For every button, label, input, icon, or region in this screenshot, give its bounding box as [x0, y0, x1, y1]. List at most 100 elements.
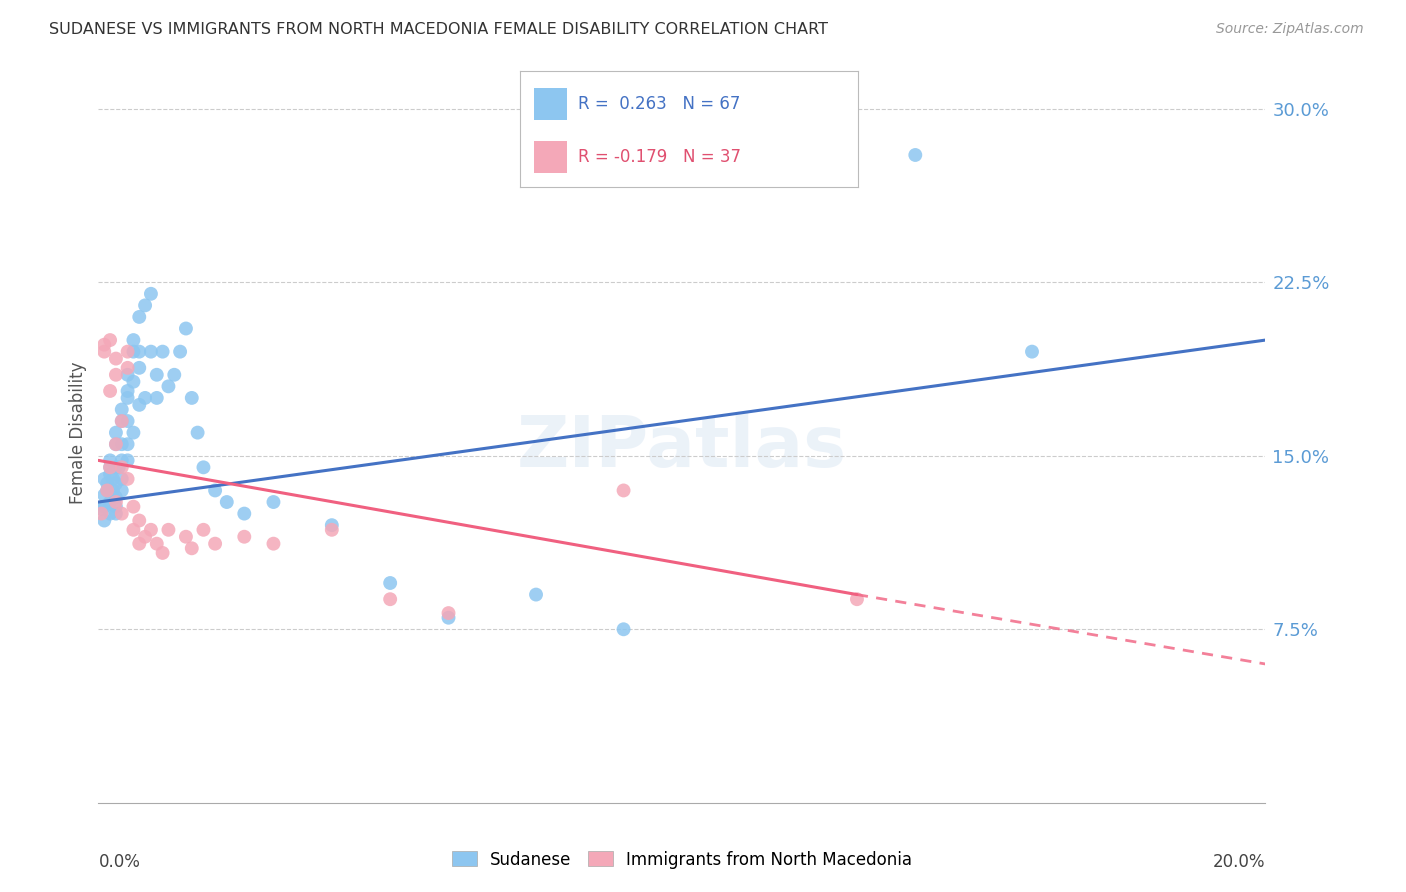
Point [111, 472, 134, 486]
Point [96, 476, 118, 491]
Point [122, 500, 145, 514]
Point [204, 483, 226, 498]
Point [104, 495, 127, 509]
Text: R =  0.263   N = 67: R = 0.263 N = 67 [578, 95, 740, 112]
Point [98, 507, 121, 521]
Point [104, 437, 127, 451]
Point [187, 425, 209, 440]
Point [101, 472, 124, 486]
Point [146, 391, 169, 405]
Point [134, 530, 156, 544]
Point [93, 472, 115, 486]
Point [139, 344, 162, 359]
Point [321, 518, 343, 533]
FancyBboxPatch shape [534, 87, 568, 120]
Point [437, 610, 460, 624]
Point [98, 495, 121, 509]
Point [180, 391, 202, 405]
Point [104, 460, 127, 475]
Point [157, 523, 180, 537]
Point [98, 453, 121, 467]
Point [90, 507, 112, 521]
Point [98, 467, 121, 482]
Text: 20.0%: 20.0% [1213, 853, 1265, 871]
Point [122, 333, 145, 347]
Point [111, 460, 134, 475]
Point [128, 514, 150, 528]
Point [117, 368, 139, 382]
Text: ZIPatlas: ZIPatlas [517, 413, 846, 482]
Point [93, 514, 115, 528]
Point [98, 333, 121, 347]
Point [122, 425, 145, 440]
Text: SUDANESE VS IMMIGRANTS FROM NORTH MACEDONIA FEMALE DISABILITY CORRELATION CHART: SUDANESE VS IMMIGRANTS FROM NORTH MACEDO… [49, 22, 828, 37]
Point [122, 523, 145, 537]
Point [846, 592, 869, 607]
Point [108, 460, 131, 475]
Point [117, 437, 139, 451]
Point [1021, 344, 1043, 359]
Point [93, 337, 115, 351]
Point [104, 368, 127, 382]
Point [104, 507, 127, 521]
Point [139, 286, 162, 301]
Point [169, 344, 191, 359]
Point [180, 541, 202, 556]
Point [524, 588, 547, 602]
Point [98, 384, 121, 398]
Point [96, 483, 118, 498]
Point [93, 488, 115, 502]
Y-axis label: Female Disability: Female Disability [69, 361, 87, 504]
Point [904, 148, 927, 162]
Point [117, 472, 139, 486]
Point [111, 414, 134, 428]
Point [117, 414, 139, 428]
Point [146, 536, 169, 550]
Point [146, 368, 169, 382]
Point [193, 460, 215, 475]
Point [93, 344, 115, 359]
Point [163, 368, 186, 382]
Text: R = -0.179   N = 37: R = -0.179 N = 37 [578, 148, 741, 166]
Point [104, 351, 127, 366]
Point [117, 360, 139, 375]
Point [90, 502, 112, 516]
Point [117, 384, 139, 398]
Point [152, 546, 174, 560]
Point [134, 298, 156, 312]
Point [233, 530, 256, 544]
Point [134, 391, 156, 405]
Point [98, 460, 121, 475]
Point [128, 310, 150, 324]
Legend: Sudanese, Immigrants from North Macedonia: Sudanese, Immigrants from North Macedoni… [451, 850, 912, 869]
Point [233, 507, 256, 521]
Point [157, 379, 180, 393]
Text: Source: ZipAtlas.com: Source: ZipAtlas.com [1216, 22, 1364, 37]
Point [204, 536, 226, 550]
Point [128, 536, 150, 550]
Point [111, 483, 134, 498]
Point [174, 321, 197, 335]
Point [612, 483, 634, 498]
Text: 0.0%: 0.0% [98, 853, 141, 871]
FancyBboxPatch shape [534, 141, 568, 173]
Point [122, 344, 145, 359]
Point [128, 398, 150, 412]
Point [321, 523, 343, 537]
Point [128, 360, 150, 375]
Point [101, 483, 124, 498]
Point [104, 491, 127, 505]
Point [111, 507, 134, 521]
Point [96, 483, 118, 498]
Point [104, 437, 127, 451]
Point [111, 414, 134, 428]
Point [122, 375, 145, 389]
Point [215, 495, 238, 509]
Point [612, 622, 634, 636]
Point [117, 453, 139, 467]
Point [193, 523, 215, 537]
Point [104, 476, 127, 491]
Point [111, 437, 134, 451]
Point [380, 592, 402, 607]
Point [111, 402, 134, 417]
